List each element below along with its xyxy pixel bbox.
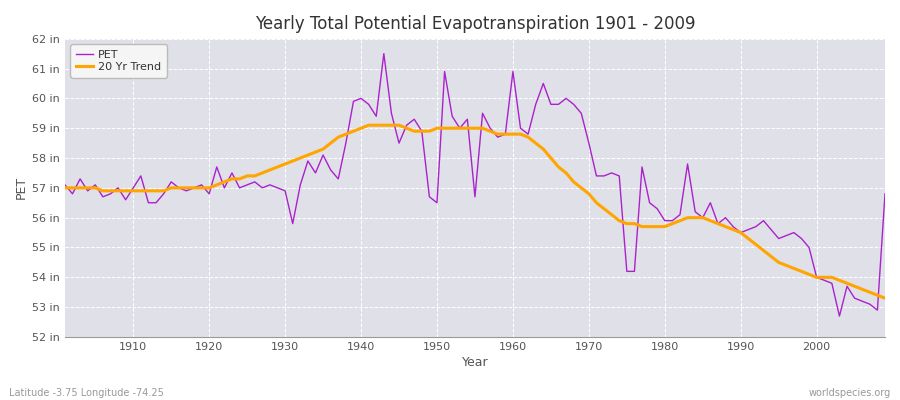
PET bbox=[879, 192, 890, 196]
20 Yr Trend bbox=[59, 186, 70, 190]
20 Yr Trend bbox=[515, 132, 526, 136]
20 Yr Trend bbox=[607, 212, 617, 217]
20 Yr Trend bbox=[508, 132, 518, 136]
20 Yr Trend bbox=[879, 296, 890, 300]
20 Yr Trend bbox=[287, 159, 298, 164]
Text: worldspecies.org: worldspecies.org bbox=[809, 388, 891, 398]
20 Yr Trend bbox=[333, 135, 344, 140]
PET bbox=[287, 221, 298, 226]
Line: PET: PET bbox=[65, 54, 885, 316]
Text: Latitude -3.75 Longitude -74.25: Latitude -3.75 Longitude -74.25 bbox=[9, 388, 164, 398]
PET bbox=[607, 170, 617, 175]
Line: 20 Yr Trend: 20 Yr Trend bbox=[65, 125, 885, 298]
PET bbox=[515, 126, 526, 130]
20 Yr Trend bbox=[364, 123, 374, 128]
Legend: PET, 20 Yr Trend: PET, 20 Yr Trend bbox=[70, 44, 166, 78]
PET bbox=[834, 314, 845, 318]
PET bbox=[59, 182, 70, 187]
20 Yr Trend bbox=[121, 188, 131, 193]
X-axis label: Year: Year bbox=[462, 356, 489, 369]
Y-axis label: PET: PET bbox=[15, 176, 28, 200]
PET bbox=[333, 176, 344, 181]
Title: Yearly Total Potential Evapotranspiration 1901 - 2009: Yearly Total Potential Evapotranspiratio… bbox=[255, 15, 695, 33]
PET bbox=[121, 197, 131, 202]
PET bbox=[508, 69, 518, 74]
PET bbox=[378, 51, 389, 56]
